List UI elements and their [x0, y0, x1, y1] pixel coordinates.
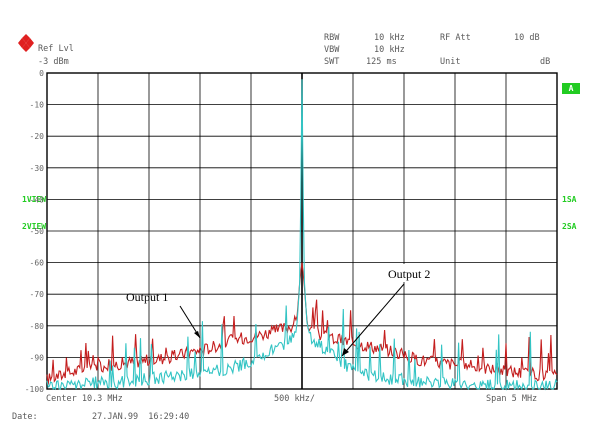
output-2-arrow	[341, 283, 405, 357]
vbw-label: VBW	[324, 45, 340, 55]
trace-a-badge: A	[562, 83, 580, 94]
rbw-value: 10 kHz	[374, 33, 405, 43]
y-tick-label: -30	[30, 164, 45, 173]
trace-2-view-tag: 2VIEW	[22, 222, 47, 231]
rf-att-label: RF Att	[440, 33, 471, 43]
right-trace-tags: 1SA 2SA	[562, 177, 576, 240]
y-tick-label: -60	[30, 259, 45, 268]
y-tick-label: -40	[30, 195, 45, 204]
unit-value: dB	[540, 57, 551, 67]
y-tick-label: -70	[30, 290, 45, 299]
swt-label: SWT	[324, 57, 340, 67]
rs-logo-icon	[18, 34, 34, 52]
y-tick-label: -50	[30, 227, 45, 236]
output-2-label: Output 2	[388, 267, 430, 281]
annotations: Output 1 Output 2	[126, 264, 448, 357]
vbw-value: 10 kHz	[374, 45, 405, 55]
rf-att-value: 10 dB	[514, 33, 540, 43]
output-2-label-box	[384, 264, 448, 282]
traces	[46, 79, 558, 391]
y-tick-label: -10	[30, 101, 45, 110]
center-frequency: Center 10.3 MHz	[46, 394, 123, 404]
frequency-per-division: 500 kHz/	[274, 394, 315, 404]
date-value: 27.JAN.99 16:29:40	[92, 412, 190, 422]
trace-1-sa-tag: 1SA	[562, 195, 577, 204]
swt-value: 125 ms	[366, 57, 397, 67]
y-tick-label: -80	[30, 322, 45, 331]
ref-level-label: Ref Lvl	[38, 44, 74, 54]
y-tick-label: 0	[39, 69, 44, 78]
y-tick-label: -100	[25, 385, 44, 394]
output-1-arrowhead	[194, 331, 200, 338]
trace-1-line	[46, 262, 558, 385]
trace-2-sa-tag: 2SA	[562, 222, 577, 231]
y-tick-label: -20	[30, 132, 45, 141]
ref-level-value: -3 dBm	[38, 57, 69, 67]
span-value: Span 5 MHz	[486, 394, 538, 404]
unit-label: Unit	[440, 57, 461, 67]
trace-2-line	[46, 79, 558, 391]
y-tick-label: -90	[30, 353, 45, 362]
left-trace-tags: 1VIEW 2VIEW	[22, 177, 46, 240]
trace-1-view-tag: 1VIEW	[22, 195, 47, 204]
y-tick-labels: 0 -10 -20 -30 -40 -50 -60 -70 -80 -90 -100	[25, 69, 44, 394]
output-2-arrowhead	[342, 348, 349, 356]
rbw-label: RBW	[324, 33, 340, 43]
date-label: Date:	[12, 412, 38, 422]
output-1-label: Output 1	[126, 290, 168, 304]
